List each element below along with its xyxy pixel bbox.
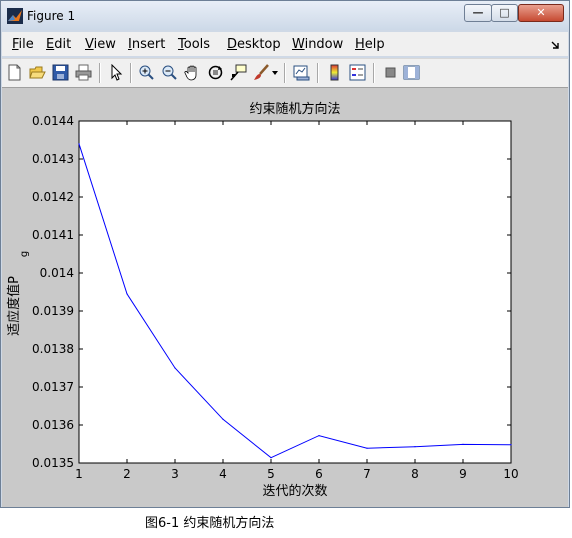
maximize-button[interactable]: □: [491, 4, 518, 22]
figure-caption: 图6-1 约束随机方向法: [145, 516, 275, 531]
y-tick-label: 0.0141: [32, 228, 74, 242]
data-point: [78, 143, 80, 145]
data-point: [126, 293, 128, 295]
plot-axes-box: [78, 120, 512, 464]
x-tick-label: 1: [75, 467, 83, 481]
title-bar[interactable]: Figure 1 — □ ✕: [1, 1, 569, 30]
rotate-3d-icon[interactable]: [207, 64, 224, 81]
x-tick-label: 6: [315, 467, 323, 481]
data-point: [174, 367, 176, 369]
link-plot-icon[interactable]: [293, 64, 310, 81]
y-tick-label: 0.014: [40, 266, 74, 280]
y-axis-label: 适应度值P: [6, 276, 22, 336]
brush-icon[interactable]: [253, 64, 270, 81]
figure-toolbar: [2, 58, 568, 88]
show-plot-tools-icon[interactable]: [403, 64, 420, 81]
line-chart[interactable]: 1 2 3 4 5 6 7 8 9 10 0.0135 0.0136 0.0137 0.0138 0.013…: [2, 88, 568, 507]
menu-window[interactable]: Window: [292, 37, 344, 52]
menu-bar: File Edit View Insert Tools Desktop Wind…: [2, 32, 568, 56]
menu-file[interactable]: File: [12, 37, 34, 52]
dock-arrow-icon[interactable]: [550, 40, 560, 50]
colorbar-icon[interactable]: [326, 64, 343, 81]
x-tick-label: 5: [267, 467, 275, 481]
print-icon[interactable]: [75, 64, 92, 81]
new-figure-icon[interactable]: [6, 64, 23, 81]
menu-desktop[interactable]: Desktop: [227, 37, 281, 52]
y-axis-label-subscript: g: [19, 251, 30, 257]
menu-view[interactable]: View: [85, 37, 116, 52]
y-tick-label: 0.0144: [32, 114, 74, 128]
x-tick-label: 8: [411, 467, 419, 481]
x-tick-label: 4: [219, 467, 227, 481]
data-point: [510, 444, 512, 446]
data-point: [462, 443, 464, 445]
menu-insert[interactable]: Insert: [128, 37, 166, 52]
x-tick-label: 9: [459, 467, 467, 481]
chart-title: 约束随机方向法: [249, 101, 340, 117]
save-icon[interactable]: [52, 64, 69, 81]
data-point: [366, 447, 368, 449]
edit-plot-arrow-icon[interactable]: [108, 64, 125, 81]
x-tick-label: 3: [171, 467, 179, 481]
minimize-button[interactable]: —: [464, 4, 492, 22]
y-tick-label: 0.0142: [32, 190, 74, 204]
hide-plot-tools-icon[interactable]: [382, 64, 399, 81]
data-point: [222, 418, 224, 420]
series-line: [78, 143, 512, 459]
y-tick-label: 0.0135: [32, 456, 74, 470]
legend-icon[interactable]: [349, 64, 366, 81]
brush-dropdown-icon[interactable]: [272, 71, 278, 75]
y-tick-label: 0.0136: [32, 418, 74, 432]
figure-window: Figure 1 — □ ✕ File Edit View Insert Too…: [0, 0, 570, 508]
close-button[interactable]: ✕: [518, 4, 564, 22]
zoom-out-icon[interactable]: [161, 64, 178, 81]
y-tick-label: 0.0137: [32, 380, 74, 394]
open-file-icon[interactable]: [29, 64, 46, 81]
menu-help[interactable]: Help: [355, 37, 385, 52]
toolbar-separator: [317, 63, 319, 83]
toolbar-separator: [99, 63, 101, 83]
data-point: [318, 435, 320, 437]
window-title: Figure 1: [27, 9, 76, 23]
figure-canvas: 1 2 3 4 5 6 7 8 9 10 0.0135 0.0136 0.0137 0.0138 0.013…: [2, 88, 568, 507]
x-tick-label: 2: [123, 467, 131, 481]
data-cursor-icon[interactable]: [230, 64, 247, 81]
toolbar-separator: [373, 63, 375, 83]
data-point: [414, 446, 416, 448]
x-tick-label: 10: [503, 467, 518, 481]
x-axis-label: 迭代的次数: [262, 483, 327, 499]
toolbar-separator: [130, 63, 132, 83]
zoom-in-icon[interactable]: [138, 64, 155, 81]
y-tick-label: 0.0139: [32, 304, 74, 318]
pan-hand-icon[interactable]: [184, 64, 201, 81]
y-tick-label: 0.0138: [32, 342, 74, 356]
x-tick-label: 7: [363, 467, 371, 481]
matlab-icon: [7, 8, 23, 24]
menu-tools[interactable]: Tools: [178, 37, 211, 52]
menu-edit[interactable]: Edit: [46, 37, 72, 52]
data-point: [270, 457, 272, 459]
y-tick-label: 0.0143: [32, 152, 74, 166]
toolbar-separator: [284, 63, 286, 83]
